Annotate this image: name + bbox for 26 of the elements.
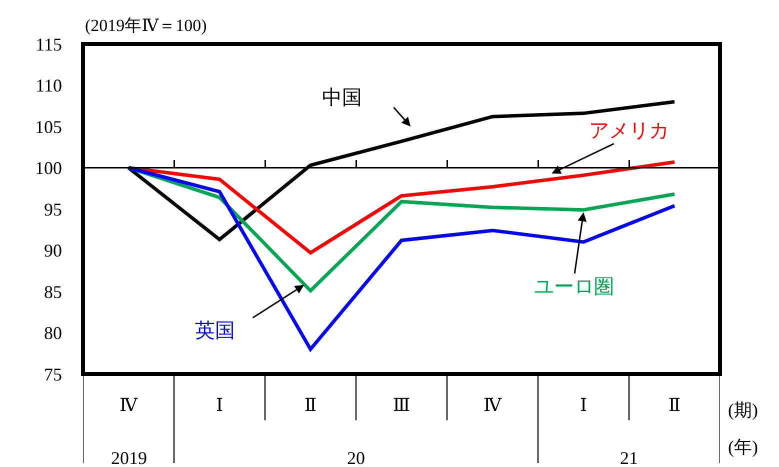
x-tick-label: Ⅱ	[668, 395, 681, 415]
y-tick-label: 75	[44, 364, 62, 384]
y-tick-label: 95	[44, 199, 62, 220]
series-label: アメリカ	[589, 120, 669, 142]
x-tick-label: Ⅰ	[580, 395, 588, 415]
x-tick-label: Ⅰ	[216, 395, 224, 415]
text: 英国	[195, 320, 235, 342]
x-tick-label: Ⅳ	[484, 395, 503, 415]
text: 20	[347, 448, 365, 467]
y-tick-label: 100	[35, 158, 62, 178]
y-tick-label: 115	[36, 34, 62, 54]
y-tick-label: 85	[44, 282, 62, 302]
text: 21	[620, 448, 638, 467]
y-tick-label: 110	[36, 76, 62, 96]
y-tick-label: 80	[44, 323, 62, 344]
y-tick-label: 105	[35, 116, 62, 137]
text: 中国	[322, 87, 362, 109]
y-tick-label: 90	[44, 240, 62, 261]
y-axis-title: (2019年Ⅳ＝100)	[85, 16, 207, 35]
x-tick-label: Ⅱ	[304, 395, 317, 415]
text: (年)	[728, 437, 758, 457]
text: 2019	[111, 448, 147, 467]
text: ユーロ圏	[534, 276, 614, 298]
text: (期)	[728, 400, 758, 420]
x-tick-label: Ⅳ	[120, 395, 139, 415]
x-tick-label: Ⅲ	[392, 395, 410, 415]
